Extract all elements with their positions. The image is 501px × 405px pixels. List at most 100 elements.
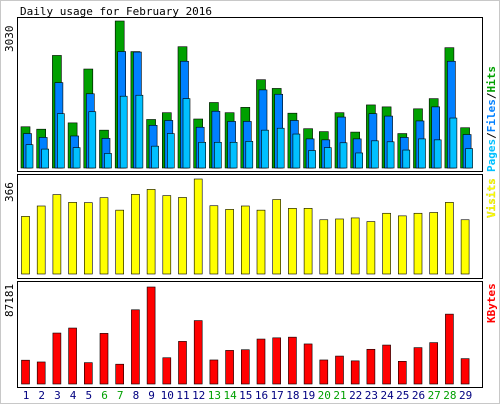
visits-bar-29 [460, 219, 470, 275]
visits-bar-7 [115, 209, 124, 275]
day-label-16: 16 [255, 389, 268, 402]
visits-bar-8 [131, 194, 140, 275]
pages-bar-18 [292, 133, 301, 169]
day-label-11: 11 [176, 389, 189, 402]
visits-bar-2 [36, 205, 46, 275]
visits-bar-25 [397, 215, 407, 275]
kbytes-bar-8 [131, 309, 140, 385]
day-label-4: 4 [70, 389, 77, 402]
visits-bar-20 [319, 219, 329, 275]
day-label-28: 28 [443, 389, 456, 402]
kbytes-bar-13 [209, 359, 219, 385]
day-label-19: 19 [302, 389, 315, 402]
pages-bar-15 [245, 141, 254, 169]
kbytes-bar-1 [21, 359, 30, 385]
visits-bar-19 [303, 208, 313, 275]
kbytes-bar-22 [350, 360, 360, 385]
visits-bar-15 [241, 205, 250, 275]
kbytes-bar-14 [225, 350, 234, 385]
day-label-24: 24 [380, 389, 394, 402]
kbytes-bar-6 [99, 333, 109, 385]
visits-bar-22 [350, 217, 360, 275]
kbytes-bar-19 [303, 343, 313, 385]
pages-bar-2 [41, 148, 50, 169]
pages-bar-28 [449, 117, 458, 169]
kbytes-bar-9 [146, 286, 156, 385]
kbytes-bar-7 [115, 363, 124, 385]
visits-ymax-label: 366 [3, 182, 16, 202]
visits-bar-23 [366, 221, 376, 275]
day-label-7: 7 [117, 389, 124, 402]
pages-bar-22 [355, 152, 364, 169]
visits-bar-1 [21, 216, 30, 275]
pages-bar-1 [25, 144, 34, 169]
day-label-27: 27 [428, 389, 441, 402]
day-label-12: 12 [192, 389, 205, 402]
kbytes-bar-12 [193, 320, 203, 385]
kbytes-bar-20 [319, 359, 329, 385]
day-label-25: 25 [396, 389, 409, 402]
day-label-10: 10 [161, 389, 174, 402]
pages-bar-13 [214, 141, 222, 169]
pages-bar-23 [371, 140, 379, 169]
visits-bar-12 [193, 178, 203, 275]
visits-legend: Visits [485, 178, 498, 218]
kbytes-bar-17 [272, 337, 282, 385]
pages-bar-19 [308, 150, 316, 169]
hits-legend-text: Pages/Files/Hits [485, 66, 498, 172]
visits-bar-18 [288, 208, 297, 275]
pages-bar-11 [182, 98, 191, 169]
kbytes-bar-26 [413, 347, 423, 385]
pages-bar-25 [402, 149, 411, 169]
kbytes-bar-24 [382, 344, 391, 385]
pages-bar-29 [465, 148, 473, 169]
hits-legend: Pages/Files/Hits [485, 66, 498, 172]
day-label-6: 6 [101, 389, 108, 402]
visits-bars [21, 178, 470, 275]
day-label-1: 1 [23, 389, 30, 402]
visits-bar-10 [162, 195, 172, 275]
pages-bar-6 [104, 153, 112, 169]
kbytes-bar-25 [397, 361, 407, 385]
kbytes-bar-5 [84, 362, 93, 385]
day-label-15: 15 [239, 389, 252, 402]
visits-bar-3 [52, 194, 62, 275]
kbytes-bar-11 [178, 341, 187, 385]
visits-bar-16 [256, 209, 266, 275]
kbytes-bar-27 [429, 342, 439, 385]
pages-bar-14 [229, 141, 238, 169]
day-label-3: 3 [54, 389, 61, 402]
visits-bar-13 [209, 205, 219, 275]
day-label-23: 23 [365, 389, 378, 402]
pages-bar-26 [418, 138, 426, 169]
kbytes-bar-3 [52, 332, 62, 385]
visits-bar-21 [335, 218, 344, 275]
visits-bar-5 [84, 202, 93, 275]
visits-bar-11 [178, 197, 187, 275]
day-label-14: 14 [223, 389, 237, 402]
kbytes-bar-4 [68, 327, 77, 385]
pages-bar-16 [261, 129, 269, 169]
visits-bar-17 [272, 199, 282, 275]
pages-bar-17 [276, 127, 285, 169]
kbytes-bar-23 [366, 348, 376, 385]
pages-bar-7 [119, 95, 128, 169]
kbytes-ymax-label: 87181 [3, 284, 16, 317]
pages-bar-4 [72, 147, 81, 169]
day-label-17: 17 [271, 389, 284, 402]
kbytes-bar-28 [445, 313, 454, 385]
visits-bar-24 [382, 212, 391, 275]
pages-bar-20 [323, 147, 332, 169]
day-label-20: 20 [318, 389, 331, 402]
day-label-5: 5 [85, 389, 92, 402]
visits-bar-28 [445, 202, 454, 275]
pages-bar-5 [88, 111, 97, 169]
kbytes-bar-10 [162, 357, 172, 385]
day-label-9: 9 [148, 389, 155, 402]
pages-bar-9 [151, 145, 159, 169]
visits-bar-27 [429, 212, 439, 275]
pages-bar-3 [57, 113, 65, 169]
kbytes-legend: KBytes [485, 283, 498, 323]
day-label-8: 8 [133, 389, 140, 402]
